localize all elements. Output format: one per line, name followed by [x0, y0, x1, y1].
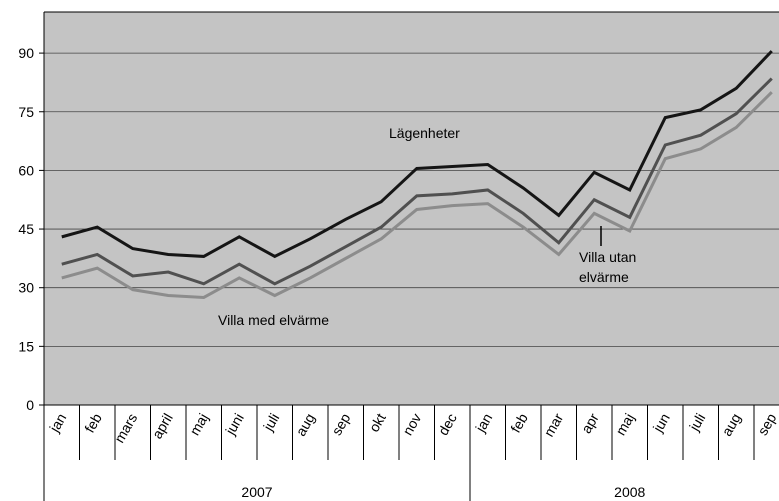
x-tick-label: maj	[612, 411, 637, 439]
series-label: Villa utan elvärme	[579, 249, 637, 285]
y-tick-label: 0	[26, 397, 34, 413]
plot-area	[44, 12, 779, 405]
x-tick-label: aug	[292, 411, 318, 439]
x-tick-label: jan	[46, 411, 70, 436]
x-tick-label: sep	[328, 410, 353, 438]
y-tick-label: 90	[18, 45, 34, 61]
y-tick-label: 45	[18, 221, 34, 237]
x-group-label: 2007	[241, 484, 272, 500]
series-line	[61, 77, 773, 286]
x-tick-label: dec	[435, 411, 460, 439]
x-tick-label: feb	[507, 410, 531, 435]
series-line	[61, 91, 773, 299]
x-tick-label: juli	[259, 411, 282, 435]
x-tick-label: jan	[472, 411, 496, 436]
x-tick-label: aug	[718, 411, 744, 439]
series-label: Lägenheter	[389, 125, 460, 141]
x-tick-label: sep	[754, 410, 779, 438]
x-tick-label: jun	[649, 411, 673, 436]
series-label: Villa med elvärme	[218, 312, 330, 328]
x-tick-label: april	[149, 411, 176, 442]
y-tick-label: 30	[18, 280, 34, 296]
y-tick-label: 15	[18, 338, 34, 354]
x-tick-label: mar	[540, 410, 566, 439]
x-group-label: 2008	[614, 484, 645, 500]
x-tick-label: juni	[222, 411, 247, 439]
y-tick-label: 75	[18, 104, 34, 120]
x-tick-label: juli	[685, 411, 708, 435]
x-tick-label: apr	[578, 410, 602, 436]
x-tick-label: okt	[366, 410, 389, 434]
series-line	[61, 50, 773, 259]
x-tick-label: maj	[186, 411, 211, 439]
y-tick-label: 60	[18, 162, 34, 178]
x-tick-label: feb	[81, 410, 105, 435]
x-tick-label: nov	[399, 411, 424, 439]
